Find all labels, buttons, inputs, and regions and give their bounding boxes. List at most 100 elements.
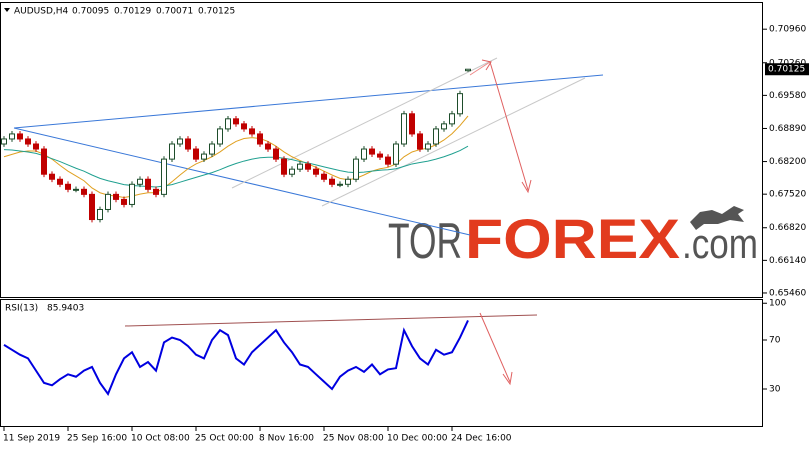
rsi-line (3, 320, 469, 396)
candle-body (17, 133, 23, 140)
candle-body (457, 93, 463, 115)
x-tick-label: 10 Oct 08:00 (131, 434, 190, 444)
candle-body (321, 173, 327, 180)
x-tick-label: 25 Oct 00:00 (195, 434, 254, 444)
candle-body (209, 143, 215, 155)
candle-body (185, 138, 191, 150)
candle-body (377, 153, 383, 158)
candle-body (409, 113, 415, 135)
candle-body (345, 178, 351, 185)
candle-body (137, 178, 143, 185)
moving-average (3, 145, 469, 188)
candle-body (161, 158, 167, 195)
y-tick-label: 70 (769, 335, 781, 345)
candle-body (417, 133, 423, 150)
trend-line (13, 127, 471, 236)
candle-body (73, 188, 79, 191)
candle-body (177, 138, 183, 145)
y-tick-label: 100 (769, 299, 786, 309)
candle-body (305, 163, 311, 170)
y-tick-label: 30 (769, 385, 781, 395)
symbol-label: AUDUSD,H4 (14, 7, 69, 17)
candle-body (113, 193, 119, 200)
arrow-head (481, 59, 492, 71)
candle-body (57, 178, 63, 185)
y-tick-label: 0.69580 (769, 91, 806, 101)
candle-body (129, 183, 135, 205)
channel-line (321, 77, 586, 207)
price-label-bg (765, 63, 809, 76)
candle-body (81, 188, 87, 195)
y-tick-label: 0.68200 (769, 157, 806, 167)
x-tick-label: 25 Sep 16:00 (67, 434, 127, 444)
candle-body (257, 133, 263, 145)
candle-body (193, 148, 199, 160)
arrow-head (521, 179, 532, 194)
rsi-trend-line (124, 314, 538, 327)
candle-body (41, 148, 47, 175)
candle-body (369, 148, 375, 155)
x-tick-label: 8 Nov 16:00 (259, 434, 314, 444)
candle-body (281, 158, 287, 175)
candle-body (337, 183, 343, 186)
header-high: 0.70129 (114, 7, 151, 17)
candle-body (249, 128, 255, 135)
arrow-line (479, 312, 511, 383)
x-tick-label: 24 Dec 16:00 (451, 434, 512, 444)
arrow-line (469, 61, 491, 76)
watermark-com: .com (682, 220, 758, 267)
candle-body (65, 183, 71, 190)
candle-body (145, 178, 151, 190)
candle-body (273, 148, 279, 160)
candle-body (33, 143, 39, 150)
bull-icon (690, 206, 744, 230)
y-tick-label: 0.65460 (769, 288, 806, 298)
candle-body (89, 193, 95, 221)
channel-line (231, 57, 498, 189)
candle-body (433, 128, 439, 145)
x-tick-label: 10 Dec 00:00 (387, 434, 448, 444)
candle-body (441, 123, 447, 130)
candle-body (49, 173, 55, 180)
candle-body (401, 113, 407, 145)
x-tick-label: 11 Sep 2019 (3, 434, 60, 444)
y-tick-label: 0.68890 (769, 124, 806, 134)
candle-body (329, 178, 335, 185)
drawings (13, 57, 604, 386)
rsi-title: RSI(13) (5, 304, 38, 314)
candle-body (465, 68, 471, 72)
candle-body (217, 128, 223, 145)
arrow-line (489, 61, 529, 191)
candle-body (25, 138, 31, 145)
candle-body (265, 143, 271, 150)
candle-body (297, 163, 303, 170)
header-open: 0.70095 (72, 7, 109, 17)
header-low: 0.70071 (156, 7, 193, 17)
rsi-value: 85.9403 (47, 304, 84, 314)
candle-body (385, 156, 391, 165)
candle-body (361, 148, 367, 160)
y-tick-label: 0.70960 (769, 25, 806, 35)
candle-body (289, 168, 295, 175)
y-tick-label: 0.66140 (769, 256, 806, 266)
y-tick-label: 0.66820 (769, 223, 806, 233)
watermark: TOR FOREX .com (388, 206, 758, 270)
candle-body (313, 168, 319, 175)
candle-body (449, 113, 455, 125)
candle-body (225, 118, 231, 130)
candle-body (153, 188, 159, 195)
trend-line (13, 74, 604, 129)
current-price-label: 0.70125 (768, 65, 805, 75)
header-close: 0.70125 (198, 7, 235, 17)
watermark-forex: FOREX (465, 207, 680, 270)
candle-body (393, 143, 399, 165)
moving-average (3, 115, 469, 199)
main-pane (0, 2, 763, 298)
candle-body (353, 158, 359, 180)
candle-body (425, 143, 431, 150)
candle-body (169, 143, 175, 160)
candle-body (233, 118, 239, 125)
